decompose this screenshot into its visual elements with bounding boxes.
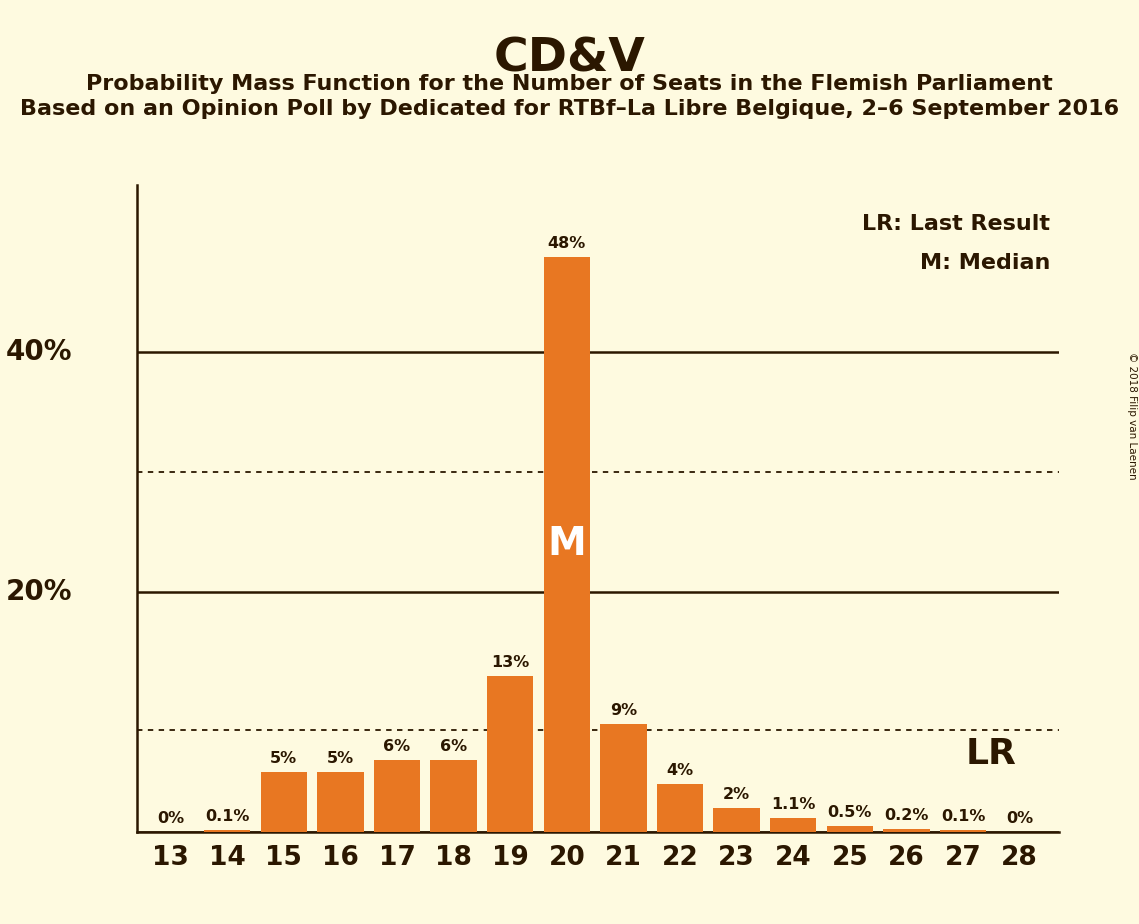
Text: 5%: 5% xyxy=(327,750,354,766)
Text: 0.5%: 0.5% xyxy=(828,805,872,820)
Text: Based on an Opinion Poll by Dedicated for RTBf–La Libre Belgique, 2–6 September : Based on an Opinion Poll by Dedicated fo… xyxy=(21,99,1118,119)
Bar xyxy=(318,772,363,832)
Text: 13%: 13% xyxy=(491,655,530,670)
Bar xyxy=(261,772,308,832)
Text: LR: Last Result: LR: Last Result xyxy=(862,213,1050,234)
Text: 40%: 40% xyxy=(6,338,72,367)
Text: LR: LR xyxy=(966,736,1017,771)
Text: 0.2%: 0.2% xyxy=(884,808,928,823)
Text: 6%: 6% xyxy=(384,739,410,754)
Text: M: Median: M: Median xyxy=(919,252,1050,273)
Bar xyxy=(487,675,533,832)
Bar xyxy=(713,808,760,832)
Bar xyxy=(883,829,929,832)
Text: 0.1%: 0.1% xyxy=(941,809,985,824)
Text: 5%: 5% xyxy=(270,750,297,766)
Bar xyxy=(374,760,420,832)
Bar xyxy=(827,826,874,832)
Text: 0.1%: 0.1% xyxy=(205,809,249,824)
Text: M: M xyxy=(548,525,587,563)
Text: 0%: 0% xyxy=(1006,810,1033,826)
Text: Probability Mass Function for the Number of Seats in the Flemish Parliament: Probability Mass Function for the Number… xyxy=(87,74,1052,94)
Bar xyxy=(543,257,590,832)
Text: 2%: 2% xyxy=(723,786,751,802)
Text: 20%: 20% xyxy=(6,578,72,606)
Text: 48%: 48% xyxy=(548,236,585,250)
Text: CD&V: CD&V xyxy=(493,37,646,82)
Text: 0%: 0% xyxy=(157,810,185,826)
Bar xyxy=(204,831,251,832)
Text: 1.1%: 1.1% xyxy=(771,797,816,812)
Bar xyxy=(770,819,817,832)
Text: 4%: 4% xyxy=(666,762,694,778)
Bar xyxy=(657,784,703,832)
Bar xyxy=(431,760,477,832)
Bar xyxy=(940,831,986,832)
Text: © 2018 Filip van Laenen: © 2018 Filip van Laenen xyxy=(1126,352,1137,480)
Text: 9%: 9% xyxy=(609,703,637,718)
Text: 6%: 6% xyxy=(440,739,467,754)
Bar xyxy=(600,723,647,832)
